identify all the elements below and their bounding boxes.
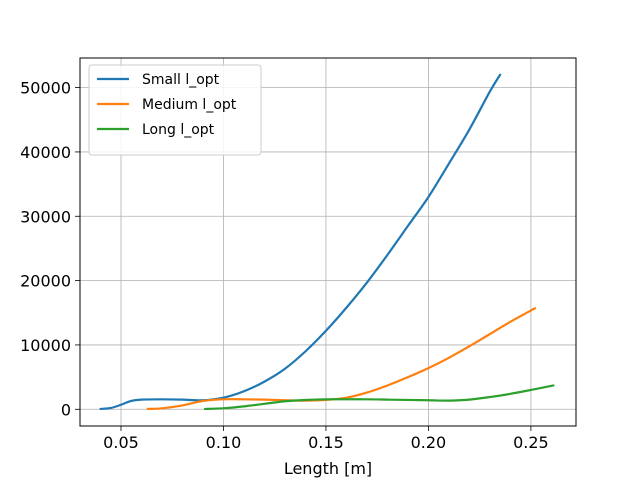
legend-label: Medium l_opt [142, 97, 237, 113]
y-tick-label: 40000 [20, 143, 71, 162]
x-tick-label: 0.10 [206, 433, 242, 452]
legend-box [88, 64, 262, 156]
series-line-long-l-opt [203, 384, 555, 411]
x-tick-label: 0.25 [513, 433, 549, 452]
legend-label: Long l_opt [142, 122, 215, 138]
y-tick-label: 20000 [20, 272, 71, 291]
legend-label: Small l_opt [142, 72, 220, 88]
plot-frame [79, 57, 577, 427]
legend: Small l_opt Medium l_opt Long l_opt [88, 64, 262, 156]
x-tick-label: 0.05 [103, 433, 139, 452]
y-tick-label: 0 [61, 400, 71, 419]
y-tick-label: 10000 [20, 336, 71, 355]
series-lines [99, 73, 555, 411]
x-tick-label: 0.15 [308, 433, 344, 452]
series-line-small-l-opt [99, 73, 502, 411]
y-tick-label: 30000 [20, 207, 71, 226]
x-tick-label: 0.20 [411, 433, 447, 452]
x-axis-title: Length [m] [284, 459, 372, 478]
axis-ticks: 0.05 0.10 0.15 0.20 0.25 0 10000 20000 30000 4000… [20, 79, 549, 452]
y-tick-label: 50000 [20, 79, 71, 98]
